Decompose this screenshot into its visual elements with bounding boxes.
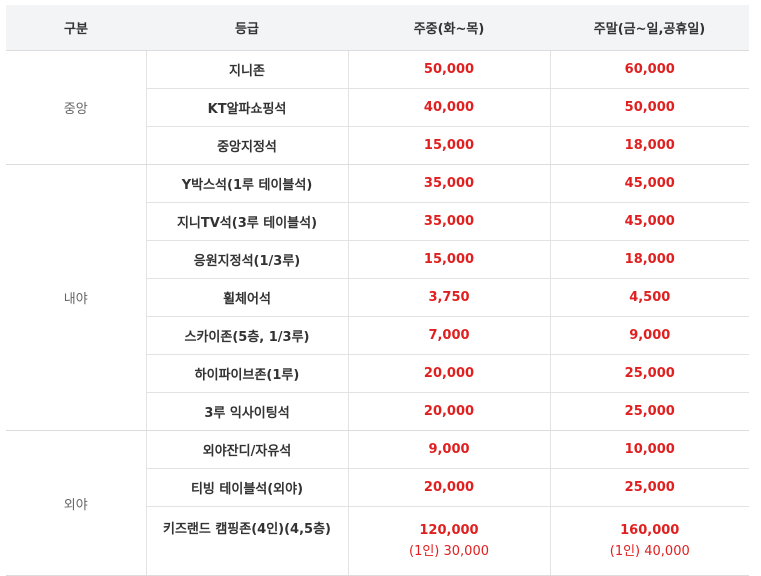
table-row: 중앙 지니존 50,000 60,000	[6, 50, 749, 165]
table-row: 3루 익사이팅석 20,000 25,000	[6, 392, 749, 431]
table-row: 중앙지정석 15,000 18,000	[6, 126, 749, 165]
grade-cell: 중앙지정석	[146, 126, 349, 165]
category-cell-infield: 내야	[6, 164, 147, 431]
weekday-price-main: 120,000	[419, 523, 479, 538]
weekday-price: 20,000	[348, 468, 551, 507]
grade-cell: 티빙 테이블석(외야)	[146, 468, 349, 507]
grade-cell: 스카이존(5층, 1/3루)	[146, 316, 349, 355]
table-row: 티빙 테이블석(외야) 20,000 25,000	[6, 468, 749, 507]
weekday-price: 20,000	[348, 354, 551, 393]
weekend-price: 160,000 (1인) 40,000	[550, 506, 749, 576]
table-row: 키즈랜드 캠핑존(4인)(4,5층) 120,000 (1인) 30,000 1…	[6, 506, 749, 576]
table-row: 지니TV석(3루 테이블석) 35,000 45,000	[6, 202, 749, 241]
ticket-price-table: 구분 등급 주중(화~목) 주말(금~일,공휴일) 중앙 지니존 50,000 …	[6, 5, 749, 576]
weekend-price: 4,500	[550, 278, 749, 317]
weekday-price: 50,000	[348, 50, 551, 89]
table-row: 내야 Y박스석(1루 테이블석) 35,000 45,000	[6, 164, 749, 431]
grade-cell: 지니존	[146, 50, 349, 89]
weekend-price: 18,000	[550, 240, 749, 279]
price-table-container: 구분 등급 주중(화~목) 주말(금~일,공휴일) 중앙 지니존 50,000 …	[6, 5, 749, 576]
weekday-price: 120,000 (1인) 30,000	[348, 506, 551, 576]
header-weekday: 주중(화~목)	[348, 5, 550, 51]
grade-cell: KT알파쇼핑석	[146, 88, 349, 127]
weekday-price: 35,000	[348, 202, 551, 241]
weekend-price: 9,000	[550, 316, 749, 355]
grade-cell: 휠체어석	[146, 278, 349, 317]
header-weekend: 주말(금~일,공휴일)	[550, 5, 749, 51]
weekend-price: 50,000	[550, 88, 749, 127]
header-category: 구분	[6, 5, 146, 51]
weekday-price: 40,000	[348, 88, 551, 127]
table-row: KT알파쇼핑석 40,000 50,000	[6, 88, 749, 127]
grade-cell: 응원지정석(1/3루)	[146, 240, 349, 279]
weekend-price: 18,000	[550, 126, 749, 165]
weekday-price: 3,750	[348, 278, 551, 317]
table-header-row: 구분 등급 주중(화~목) 주말(금~일,공휴일)	[6, 5, 749, 51]
table-row: 응원지정석(1/3루) 15,000 18,000	[6, 240, 749, 279]
grade-cell: 키즈랜드 캠핑존(4인)(4,5층)	[146, 506, 349, 576]
weekend-price: 60,000	[550, 50, 749, 89]
table-row: 스카이존(5층, 1/3루) 7,000 9,000	[6, 316, 749, 355]
weekend-price: 45,000	[550, 164, 749, 203]
weekday-price: 15,000	[348, 126, 551, 165]
grade-cell: 지니TV석(3루 테이블석)	[146, 202, 349, 241]
header-grade: 등급	[146, 5, 348, 51]
grade-cell: 외야잔디/자유석	[146, 430, 349, 469]
table-row: 휠체어석 3,750 4,500	[6, 278, 749, 317]
weekend-price-main: 160,000	[620, 523, 680, 538]
weekend-price-per-person: (1인) 40,000	[609, 544, 690, 559]
grade-cell: Y박스석(1루 테이블석)	[146, 164, 349, 203]
category-cell-center: 중앙	[6, 50, 147, 165]
category-cell-outfield: 외야	[6, 430, 147, 576]
weekend-price: 10,000	[550, 430, 749, 469]
weekend-price: 25,000	[550, 354, 749, 393]
grade-cell: 3루 익사이팅석	[146, 392, 349, 431]
weekday-price-per-person: (1인) 30,000	[409, 544, 489, 559]
weekday-price: 7,000	[348, 316, 551, 355]
weekday-price: 9,000	[348, 430, 551, 469]
table-row: 외야 외야잔디/자유석 9,000 10,000	[6, 430, 749, 576]
grade-cell: 하이파이브존(1루)	[146, 354, 349, 393]
weekday-price: 15,000	[348, 240, 551, 279]
weekend-price: 25,000	[550, 392, 749, 431]
weekend-price: 45,000	[550, 202, 749, 241]
weekday-price: 20,000	[348, 392, 551, 431]
table-row: 하이파이브존(1루) 20,000 25,000	[6, 354, 749, 393]
weekday-price: 35,000	[348, 164, 551, 203]
weekend-price: 25,000	[550, 468, 749, 507]
